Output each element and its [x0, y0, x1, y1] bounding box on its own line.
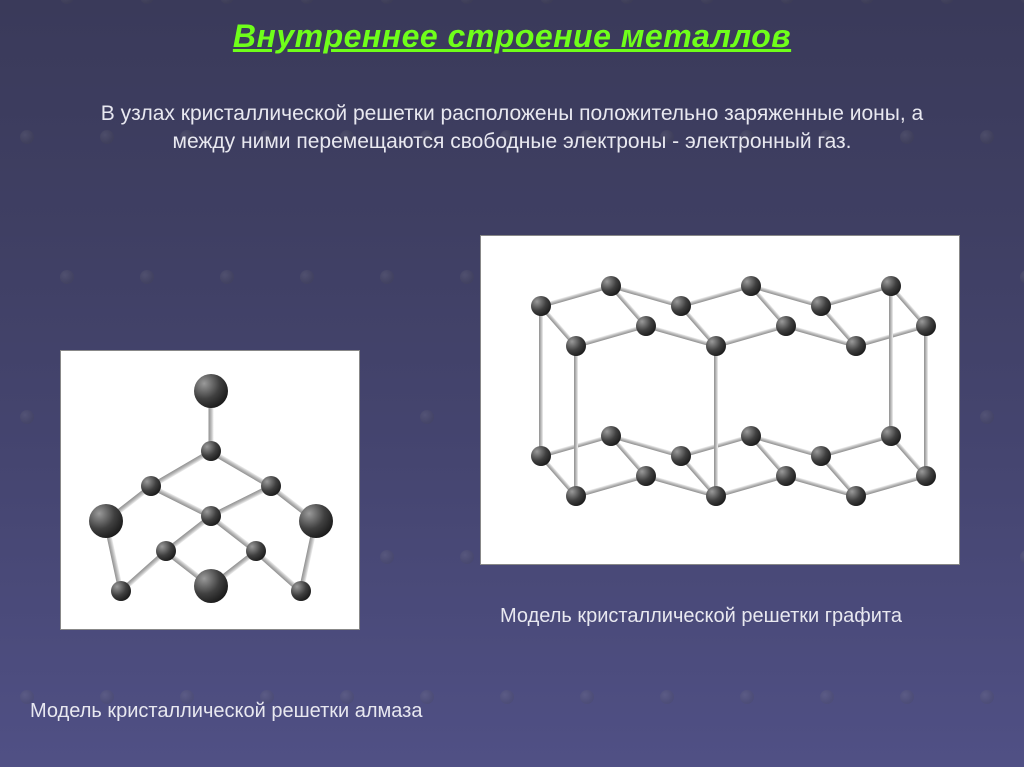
graphite-model — [481, 236, 959, 564]
slide: Внутреннее строение металлов В узлах кри… — [0, 0, 1024, 767]
slide-paragraph: В узлах кристаллической решетки располож… — [72, 100, 952, 157]
caption-diamond: Модель кристаллической решетки алмаза — [30, 700, 422, 723]
caption-graphite: Модель кристаллической решетки графита — [500, 605, 902, 628]
diamond-model — [61, 351, 359, 629]
slide-title: Внутреннее строение металлов — [30, 18, 994, 55]
figure-graphite — [480, 235, 960, 565]
figure-diamond — [60, 350, 360, 630]
